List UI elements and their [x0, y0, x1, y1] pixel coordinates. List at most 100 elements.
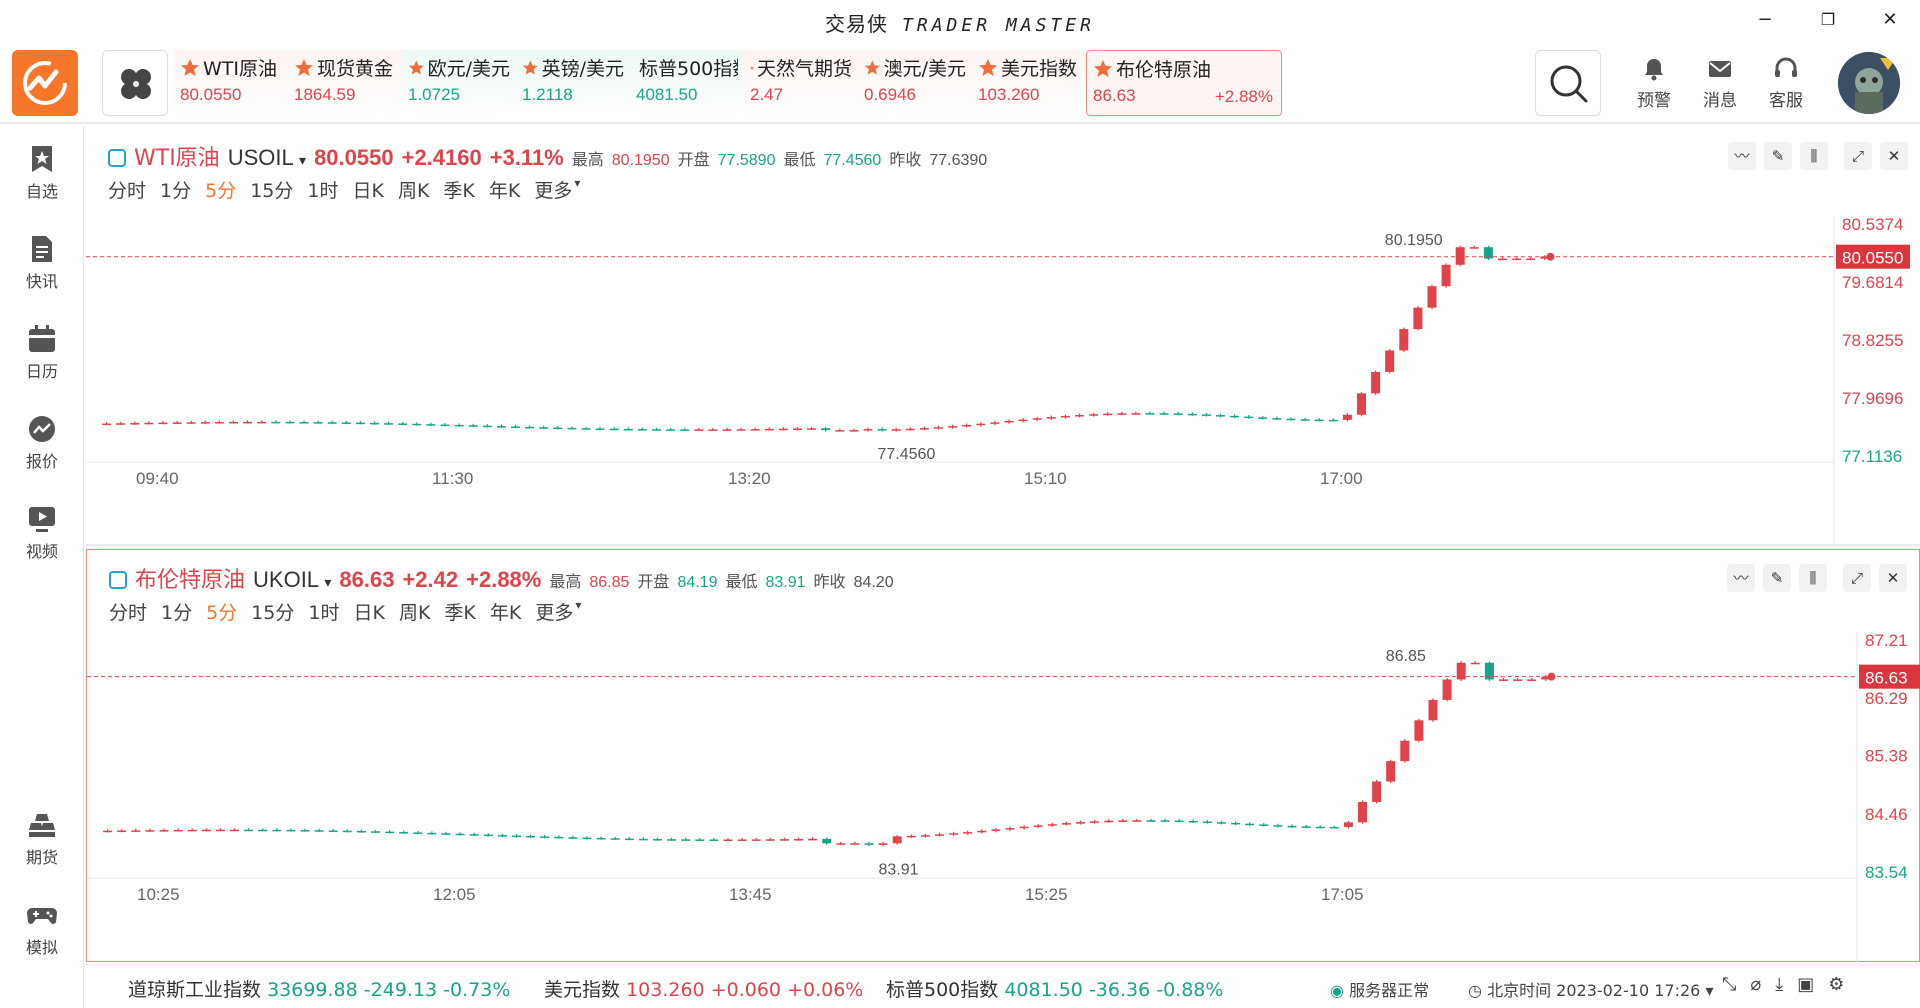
- period-tab[interactable]: 日K: [352, 180, 384, 202]
- indicator-icon[interactable]: 〰: [1728, 142, 1756, 170]
- period-tab[interactable]: 分时: [108, 180, 147, 202]
- instrument-code-dropdown[interactable]: USOIL ▾: [228, 145, 306, 171]
- candle-body: [272, 829, 282, 832]
- period-bar: 分时 1分 5分 15分 1时 日K 周K 季K 年K 更多 ▾: [108, 176, 580, 203]
- candle-body: [1032, 418, 1042, 420]
- download-icon[interactable]: ⤓: [1775, 974, 1798, 995]
- period-tab[interactable]: 1时: [308, 602, 340, 624]
- restore-button[interactable]: ❐: [1820, 10, 1836, 29]
- candle-type-icon[interactable]: ⫼: [1799, 564, 1827, 592]
- search-button[interactable]: [1535, 50, 1601, 116]
- low-label: 最低: [783, 150, 816, 169]
- candle-body: [1343, 822, 1353, 827]
- index-change: +0.060: [710, 979, 782, 1001]
- index-spx[interactable]: 标普500指数 4081.50 -36.36 -0.88%: [886, 975, 1223, 1002]
- period-tab[interactable]: 年K: [489, 602, 522, 624]
- ticker-item[interactable]: 欧元/美元 1.0725: [402, 50, 516, 116]
- close-panel-icon[interactable]: ✕: [1879, 564, 1907, 592]
- bell-icon: [1645, 59, 1663, 81]
- sidebar-item-quotes[interactable]: 报价: [0, 414, 84, 472]
- ticker-item[interactable]: 美元指数 103.260: [972, 50, 1086, 116]
- server-status-text: 服务器正常: [1349, 981, 1430, 1000]
- candle-body: [681, 839, 691, 841]
- period-tab[interactable]: 周K: [397, 180, 430, 202]
- candle-body: [496, 426, 506, 428]
- attach-icon[interactable]: ⌀: [1750, 974, 1776, 995]
- index-dxy[interactable]: 美元指数 103.260 +0.060 +0.06%: [544, 975, 863, 1002]
- candle-body: [1484, 662, 1494, 680]
- period-tab[interactable]: 周K: [398, 602, 431, 624]
- settings-icon[interactable]: ⚙: [1828, 974, 1859, 995]
- sidebar-label-watchlist: 自选: [25, 182, 58, 201]
- expand-icon[interactable]: ⤢: [1843, 564, 1871, 592]
- minimize-button[interactable]: −: [1757, 9, 1773, 30]
- candle-type-icon[interactable]: ⫼: [1800, 142, 1828, 170]
- candle-body: [117, 830, 127, 833]
- candle-body: [1259, 824, 1269, 826]
- apps-button[interactable]: [102, 50, 168, 116]
- app-logo[interactable]: [12, 50, 78, 116]
- draw-pen-icon[interactable]: ✎: [1763, 564, 1791, 592]
- sidebar-item-simulate[interactable]: 模拟: [0, 900, 84, 958]
- sidebar-item-watchlist[interactable]: 自选: [0, 144, 84, 202]
- candle-body: [919, 428, 929, 430]
- clock-dropdown[interactable]: ◷ 北京时间 2023-02-10 17:26 ▾: [1468, 977, 1713, 1001]
- open-value: 84.19: [677, 574, 718, 591]
- sidebar-item-video[interactable]: 视频: [0, 504, 84, 562]
- period-tab[interactable]: 年K: [488, 180, 521, 202]
- ticker-item[interactable]: 现货黄金 1864.59: [288, 50, 402, 116]
- user-avatar[interactable]: [1838, 52, 1900, 114]
- alert-button[interactable]: 预警: [1626, 56, 1682, 111]
- ticker-item[interactable]: 标普500指数 4081.50: [630, 50, 744, 116]
- candle-body: [1287, 825, 1297, 828]
- period-tab[interactable]: 15分: [251, 602, 295, 624]
- index-name: 道琼斯工业指数: [128, 979, 262, 1001]
- period-tab[interactable]: 季K: [444, 602, 476, 624]
- close-panel-icon[interactable]: ✕: [1880, 142, 1908, 170]
- support-button[interactable]: 客服: [1758, 56, 1814, 111]
- period-tab[interactable]: 1分: [160, 180, 192, 202]
- x-tick-label: 09:40: [136, 469, 179, 488]
- candlestick-chart-usoil[interactable]: 80.5374 79.6814 78.8255 77.9696 77.1136 09:40…: [86, 216, 1920, 546]
- indicator-icon[interactable]: 〰: [1727, 564, 1755, 592]
- expand-icon[interactable]: ⤢: [1844, 142, 1872, 170]
- ticker-item[interactable]: 澳元/美元 0.6946: [858, 50, 972, 116]
- candle-body: [624, 838, 634, 841]
- period-tab[interactable]: 1分: [161, 602, 193, 624]
- candle-body: [271, 421, 281, 424]
- candle-body: [836, 843, 846, 845]
- period-tab[interactable]: 分时: [109, 602, 148, 624]
- ticker-item[interactable]: 英镑/美元 1.2118: [516, 50, 630, 116]
- sidebar-item-futures[interactable]: 期货: [0, 810, 84, 868]
- period-tab[interactable]: 5分: [205, 180, 237, 202]
- screenshot-icon[interactable]: ⤡: [1722, 974, 1751, 995]
- ticker-item[interactable]: 天然气期货 2.47: [744, 50, 858, 116]
- candle-body: [610, 838, 620, 840]
- sidebar-item-calendar[interactable]: 日历: [0, 324, 84, 382]
- candle-body: [863, 429, 873, 431]
- close-button[interactable]: ✕: [1882, 9, 1898, 30]
- camera-icon[interactable]: ▣: [1797, 974, 1829, 995]
- ticker-item[interactable]: 布伦特原油 86.63 +2.88%: [1086, 50, 1282, 116]
- period-tab[interactable]: 15分: [250, 180, 294, 202]
- candle-body: [342, 830, 352, 833]
- period-tab[interactable]: 1时: [307, 180, 339, 202]
- index-dow[interactable]: 道琼斯工业指数 33699.88 -249.13 -0.73%: [128, 975, 510, 1002]
- period-tab[interactable]: 5分: [206, 602, 238, 624]
- candlestick-chart-ukoil[interactable]: 87.21 86.29 85.38 84.46 83.54 10:25 12:05 13:45…: [87, 632, 1920, 962]
- candle-body: [1498, 258, 1507, 261]
- period-tab[interactable]: 更多: [534, 180, 573, 202]
- candle-body: [976, 423, 986, 426]
- message-button[interactable]: 消息: [1692, 56, 1748, 111]
- sidebar-item-news[interactable]: 快讯: [0, 234, 84, 292]
- instrument-code-dropdown[interactable]: UKOIL ▾: [253, 567, 331, 593]
- message-label: 消息: [1703, 91, 1737, 111]
- period-tab[interactable]: 季K: [443, 180, 475, 202]
- prev-close-value: 77.6390: [929, 152, 988, 169]
- logo-icon: [23, 61, 67, 105]
- period-tab[interactable]: 更多: [535, 602, 574, 624]
- period-tab[interactable]: 日K: [353, 602, 385, 624]
- draw-pen-icon[interactable]: ✎: [1764, 142, 1792, 170]
- candle-body: [469, 834, 479, 836]
- ticker-item[interactable]: WTI原油 80.0550: [174, 50, 288, 116]
